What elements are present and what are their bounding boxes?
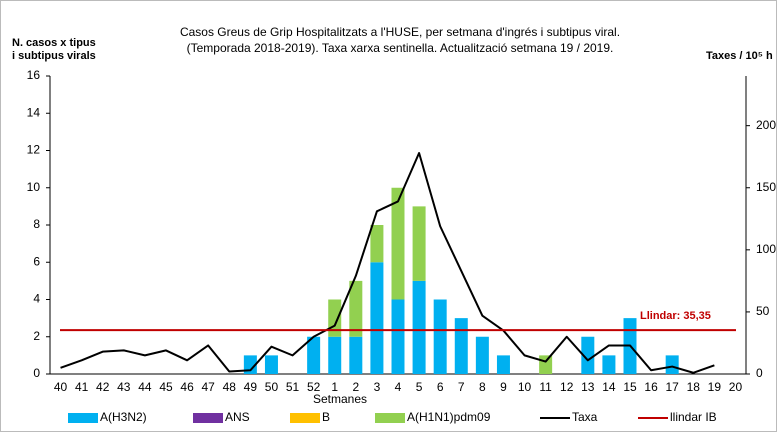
x-tick-label: 41: [75, 380, 89, 394]
x-tick-label: 18: [687, 380, 701, 394]
bar: [581, 336, 595, 374]
bar: [391, 299, 405, 374]
y-tick-label: 4: [33, 292, 40, 306]
bar: [328, 299, 342, 337]
bar: [475, 336, 489, 374]
bar: [602, 355, 616, 374]
y-axis-label: i subtipus virals: [12, 50, 96, 62]
x-tick-label: 2: [352, 380, 359, 394]
legend-label: ANS: [225, 410, 250, 424]
x-tick-label: 11: [539, 380, 552, 394]
x-tick-label: 43: [117, 380, 131, 394]
y-axis-label: N. casos x tipus: [12, 37, 96, 49]
x-tick-label: 6: [437, 380, 444, 394]
x-tick-label: 48: [223, 380, 237, 394]
x-tick-label: 16: [644, 380, 658, 394]
y-tick-label: 12: [27, 143, 41, 157]
y-tick-label: 0: [33, 366, 40, 380]
x-tick-label: 45: [159, 380, 173, 394]
bar: [370, 225, 384, 263]
bar: [454, 318, 468, 374]
chart-title: Casos Greus de Grip Hospitalitzats a l'H…: [180, 25, 620, 39]
legend-swatch: [375, 413, 405, 423]
legend-label: B: [322, 410, 330, 424]
bar: [412, 206, 426, 281]
y-tick-label: 14: [27, 105, 41, 119]
x-tick-label: 44: [138, 380, 152, 394]
x-axis-label: Setmanes: [313, 392, 367, 406]
x-tick-label: 15: [623, 380, 637, 394]
legend-label: A(H1N1)pdm09: [407, 410, 491, 424]
y2-axis-label: Taxes / 10⁵ h: [706, 50, 773, 62]
bar: [349, 280, 363, 337]
bar: [243, 355, 257, 374]
x-tick-label: 19: [708, 380, 722, 394]
x-tick-label: 3: [374, 380, 381, 394]
x-tick-label: 17: [666, 380, 680, 394]
bar: [264, 355, 278, 374]
legend-swatch: [290, 413, 320, 423]
legend-label: llindar IB: [670, 410, 717, 424]
x-tick-label: 42: [96, 380, 110, 394]
y-tick-label: 10: [27, 180, 41, 194]
bar: [496, 355, 510, 374]
x-tick-label: 40: [54, 380, 68, 394]
y-tick-label: 16: [27, 68, 41, 82]
x-tick-label: 8: [479, 380, 486, 394]
legend-swatch: [193, 413, 223, 423]
bar: [349, 336, 363, 374]
bar: [328, 336, 342, 374]
bar: [412, 280, 426, 374]
x-tick-label: 7: [458, 380, 465, 394]
legend-label: A(H3N2): [100, 410, 147, 424]
legend-swatch: [68, 413, 98, 423]
bar: [433, 299, 447, 374]
bar: [539, 355, 553, 374]
x-tick-label: 13: [581, 380, 595, 394]
y2-tick-label: 200: [756, 118, 776, 132]
y-tick-label: 2: [33, 329, 40, 343]
x-tick-label: 49: [244, 380, 258, 394]
x-tick-label: 14: [602, 380, 616, 394]
y-tick-label: 8: [33, 217, 40, 231]
threshold-annotation: Llindar: 35,35: [640, 310, 711, 322]
x-tick-label: 51: [286, 380, 300, 394]
x-tick-label: 20: [729, 380, 743, 394]
legend-label: Taxa: [572, 410, 598, 424]
x-tick-label: 5: [416, 380, 423, 394]
x-tick-label: 50: [265, 380, 279, 394]
chart-subtitle: (Temporada 2018-2019). Taxa xarxa sentin…: [187, 41, 614, 55]
y2-tick-label: 150: [756, 180, 776, 194]
y-tick-label: 6: [33, 254, 40, 268]
y2-tick-label: 50: [756, 304, 770, 318]
bar: [391, 187, 405, 300]
bar: [370, 262, 384, 374]
rate-line: [60, 151, 715, 374]
x-tick-label: 47: [202, 380, 216, 394]
y2-tick-label: 100: [756, 242, 776, 256]
x-tick-label: 52: [307, 380, 321, 394]
x-tick-label: 12: [560, 380, 574, 394]
y2-tick-label: 0: [756, 366, 763, 380]
x-tick-label: 9: [500, 380, 507, 394]
x-tick-label: 4: [395, 380, 402, 394]
x-tick-label: 46: [180, 380, 194, 394]
x-tick-label: 10: [518, 380, 532, 394]
bar: [665, 355, 679, 374]
bar: [307, 336, 321, 374]
x-tick-label: 1: [331, 380, 338, 394]
